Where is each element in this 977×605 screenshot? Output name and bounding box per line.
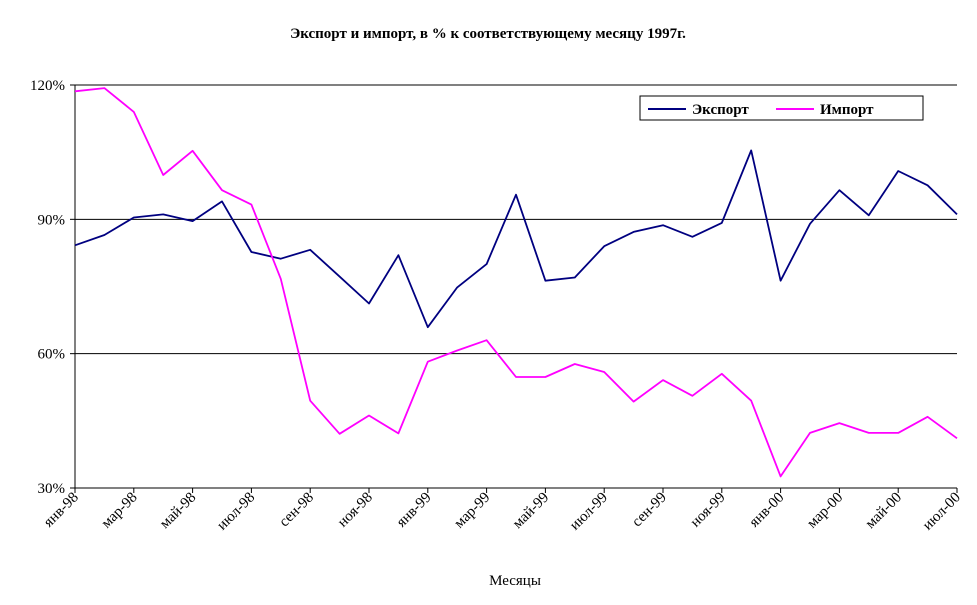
x-tick-label: май-99 — [510, 490, 552, 532]
x-tick-label: июл-99 — [567, 490, 611, 534]
y-tick-label: 90% — [38, 212, 66, 228]
x-tick-label: сен-98 — [276, 490, 317, 531]
x-tick-label: мар-98 — [99, 490, 141, 532]
series-line-1 — [74, 149, 958, 329]
series-line-2 — [74, 87, 958, 478]
series-lines — [74, 87, 958, 478]
x-tick-label: мар-00 — [804, 490, 846, 532]
axes — [70, 84, 958, 493]
y-tick-label: 120% — [30, 78, 65, 94]
x-tick-label: сен-99 — [629, 490, 670, 531]
x-axis-tick-labels: янв-98 мар-98 май-98 июл-98 сен-98 ноя-98 янв-… — [41, 490, 964, 534]
gridlines — [75, 84, 957, 355]
chart-title: Экспорт и импорт, в % к соответствующему… — [290, 26, 686, 42]
x-axis-label: Месяцы — [489, 573, 541, 589]
x-tick-label: июл-98 — [214, 490, 258, 534]
x-tick-label: янв-99 — [394, 490, 435, 531]
x-tick-label: мар-99 — [451, 490, 493, 532]
x-tick-label: ноя-99 — [688, 490, 729, 531]
y-tick-label: 30% — [38, 481, 66, 497]
x-tick-label: янв-00 — [746, 490, 787, 531]
legend-label: Экспорт — [692, 102, 749, 118]
x-tick-label: май-00 — [863, 490, 905, 532]
legend-label: Импорт — [820, 102, 874, 118]
x-tick-label: май-98 — [157, 490, 199, 532]
x-tick-label: июл-00 — [920, 490, 964, 534]
y-tick-label: 60% — [38, 347, 66, 363]
x-tick-label: ноя-98 — [335, 490, 376, 531]
y-axis-tick-labels: 30% 60% 90% 120% — [30, 78, 65, 497]
legend: Экспорт Импорт — [639, 95, 924, 121]
